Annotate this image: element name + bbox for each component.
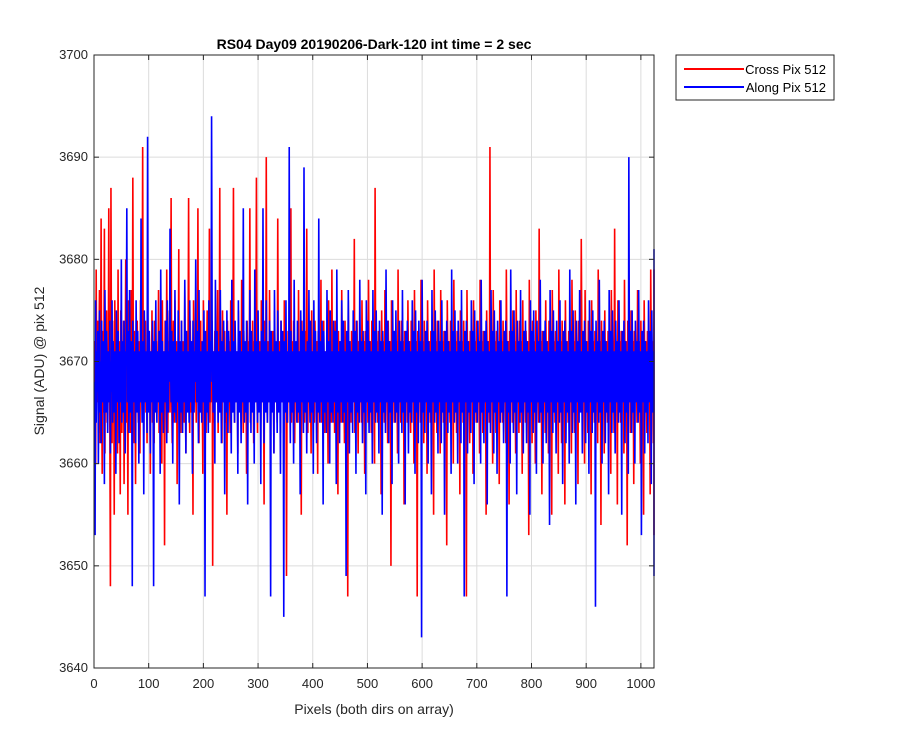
series-line-along-pix-512 bbox=[93, 116, 655, 638]
y-tick-label: 3690 bbox=[59, 149, 88, 164]
y-tick-label: 3640 bbox=[59, 660, 88, 675]
y-tick-label: 3680 bbox=[59, 251, 88, 266]
y-tick-label: 3670 bbox=[59, 354, 88, 369]
x-tick-label: 300 bbox=[247, 676, 269, 691]
axis-ticks: 0 100 200 300 400 500 600 700 800 900 1000 3640 3650… bbox=[59, 47, 655, 691]
x-tick-label: 900 bbox=[575, 676, 597, 691]
x-tick-label: 400 bbox=[302, 676, 324, 691]
y-tick-label: 3650 bbox=[59, 558, 88, 573]
x-tick-label: 800 bbox=[521, 676, 543, 691]
legend-box bbox=[675, 54, 835, 101]
y-tick-label: 3660 bbox=[59, 456, 88, 471]
legend-label-along: Along Pix 512 bbox=[746, 80, 826, 95]
x-tick-label: 200 bbox=[193, 676, 215, 691]
x-tick-label: 600 bbox=[411, 676, 433, 691]
x-axis-label: Pixels (both dirs on array) bbox=[294, 701, 454, 717]
series-group bbox=[93, 116, 655, 638]
chart-title: RS04 Day09 20190206-Dark-120 int time = … bbox=[217, 36, 532, 52]
legend: Cross Pix 512 Along Pix 512 bbox=[675, 54, 835, 101]
x-tick-label: 1000 bbox=[626, 676, 655, 691]
y-axis-label: Signal (ADU) @ pix 512 bbox=[31, 286, 47, 435]
x-tick-label: 0 bbox=[90, 676, 97, 691]
x-tick-label: 700 bbox=[466, 676, 488, 691]
x-tick-label: 100 bbox=[138, 676, 160, 691]
y-tick-label: 3700 bbox=[59, 47, 88, 62]
legend-label-cross: Cross Pix 512 bbox=[745, 62, 826, 77]
x-tick-label: 500 bbox=[357, 676, 379, 691]
